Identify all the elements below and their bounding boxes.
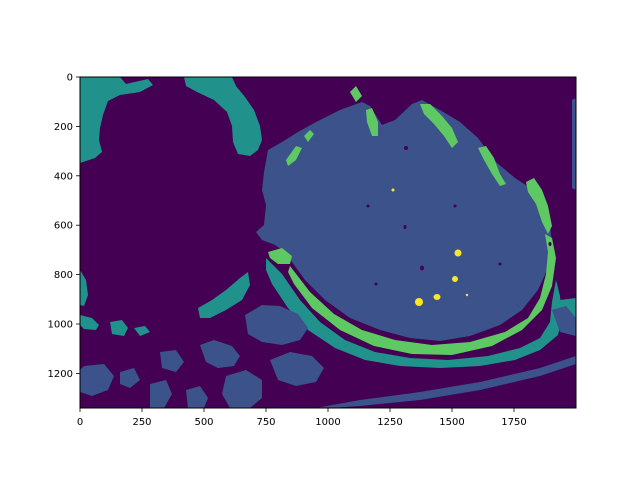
y-tick-label: 1000	[48, 320, 73, 331]
class-4-spot-c	[454, 249, 462, 257]
class-0-hole-f	[374, 282, 378, 286]
class-1-lower-blob-g	[120, 368, 140, 388]
x-tick-label: 1750	[501, 417, 526, 428]
class-2-mid-blob	[198, 272, 250, 318]
y-tick-label: 0	[67, 73, 73, 84]
y-axis: 0 200 400 600 800 1000 1200	[48, 73, 80, 380]
class-4-spot-e	[391, 188, 395, 192]
class-0-hole-c	[366, 204, 370, 208]
x-axis: 0 250 500 750 1000 1250 1500 1750	[77, 408, 527, 428]
class-1-lower-blob-c	[270, 352, 324, 386]
class-0-hole-d	[420, 265, 424, 271]
class-1-lower-blob-d	[222, 370, 262, 408]
class-0-hole-g	[453, 204, 457, 208]
class-1-lower-blob-i	[186, 386, 208, 408]
class-1-right-lower	[552, 306, 576, 336]
class-3-frag-top-b	[366, 108, 378, 136]
class-0-hole-a	[404, 146, 408, 150]
class-3-frag-top-d	[350, 86, 362, 102]
class-2-outer-band	[266, 258, 562, 368]
class-3-frag-top-a	[420, 104, 458, 148]
class-2-region-top-left	[80, 77, 153, 163]
x-tick-label: 750	[256, 417, 275, 428]
image-plot-area	[80, 77, 576, 408]
class-1-lower-blob-h	[150, 380, 172, 408]
class-0-hole-b	[403, 225, 407, 229]
class-3-frag-left-a	[286, 146, 302, 166]
y-tick-label: 600	[54, 221, 73, 232]
class-1-lower-blob-b	[200, 340, 240, 368]
class-1-main-body	[256, 100, 552, 341]
class-3-frag-left-bulge	[268, 248, 292, 264]
class-4-spot-b	[433, 294, 441, 300]
x-tick-label: 1250	[377, 417, 402, 428]
y-tick-label: 1200	[48, 369, 73, 380]
class-0-hole-h	[548, 242, 552, 246]
class-2-left-blob-b	[110, 320, 128, 336]
x-tick-label: 1000	[315, 417, 340, 428]
y-tick-label: 800	[54, 270, 73, 281]
class-1-lower-blob-e	[160, 350, 184, 372]
class-4-spot-a	[415, 298, 423, 306]
y-tick-label: 200	[54, 122, 73, 133]
class-1-lower-blob-f	[80, 364, 114, 396]
class-4-spot-f	[465, 293, 469, 297]
class-1-lower-blob-a	[245, 305, 308, 345]
x-tick-label: 500	[194, 417, 213, 428]
class-2-region-top-right	[184, 77, 262, 156]
class-2-left-edge-lower	[80, 270, 88, 306]
y-tick-label: 400	[54, 171, 73, 182]
class-2-left-blob-c	[134, 326, 150, 336]
x-tick-label: 1500	[439, 417, 464, 428]
class-3-frag-left-b	[304, 130, 314, 142]
class-2-left-blob-a	[80, 315, 99, 330]
x-tick-label: 250	[132, 417, 151, 428]
class-4-spot-d	[452, 276, 458, 282]
class-3-frag-upper-right	[526, 178, 552, 234]
x-tick-label: 0	[77, 417, 83, 428]
class-0-hole-e	[498, 262, 502, 266]
class-1-right-edge	[572, 98, 576, 190]
class-3-frag-top-c	[478, 146, 506, 186]
